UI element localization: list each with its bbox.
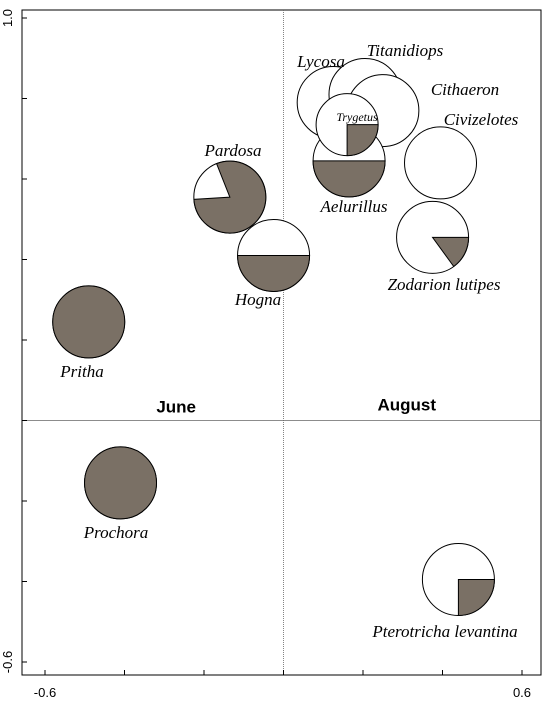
label-lycosa: Lycosa — [296, 52, 345, 71]
month-label-june: June — [156, 397, 196, 416]
reference-lines — [22, 10, 541, 675]
x-tick-label: 0.6 — [513, 685, 531, 700]
pie-prochora — [84, 446, 158, 520]
axes: -0.6 0.6 1.0 -0.6 — [0, 9, 531, 700]
pie-wedge — [52, 285, 126, 359]
pie-wedge — [457, 578, 495, 616]
pie-wedge — [193, 160, 267, 234]
pie-markers — [52, 57, 495, 616]
label-aelurillus: Aelurillus — [319, 197, 387, 216]
pie-civizelotes — [404, 126, 478, 200]
label-titanidiops: Titanidiops — [367, 41, 444, 60]
label-hogna: Hogna — [234, 290, 281, 309]
pie-wedge — [237, 254, 311, 292]
x-tick-label: -0.6 — [34, 685, 56, 700]
pie-wedge — [346, 124, 379, 157]
label-pterotricha-levantina: Pterotricha levantina — [371, 622, 517, 641]
pie-trygetus — [315, 93, 379, 157]
y-tick-label: -0.6 — [0, 651, 15, 673]
label-pritha: Pritha — [59, 362, 103, 381]
pie-wedge — [84, 446, 158, 520]
y-tick-label: 1.0 — [0, 9, 15, 27]
month-labels: June August — [156, 395, 436, 416]
month-label-august: August — [377, 395, 436, 414]
label-civizelotes: Civizelotes — [444, 110, 519, 129]
pie-pterotricha-levantina — [421, 542, 495, 616]
pie-pardosa — [193, 160, 267, 234]
pie-pritha — [52, 285, 126, 359]
label-cithaeron: Cithaeron — [431, 80, 499, 99]
plot-frame — [21, 9, 542, 676]
pie-hogna — [237, 218, 311, 292]
pie-background — [404, 126, 478, 200]
species-labels: Pritha Prochora Pardosa Hogna Lycosa Titanidi… — [59, 41, 518, 641]
label-prochora: Prochora — [83, 523, 149, 542]
label-trygetus: Trygetus — [336, 110, 378, 124]
pie-zodarion-lutipes — [396, 200, 470, 274]
pie-wedge — [312, 160, 386, 198]
label-zodarion-lutipes: Zodarion lutipes — [388, 275, 501, 294]
label-pardosa: Pardosa — [204, 141, 262, 160]
pie-wedge — [431, 236, 470, 268]
